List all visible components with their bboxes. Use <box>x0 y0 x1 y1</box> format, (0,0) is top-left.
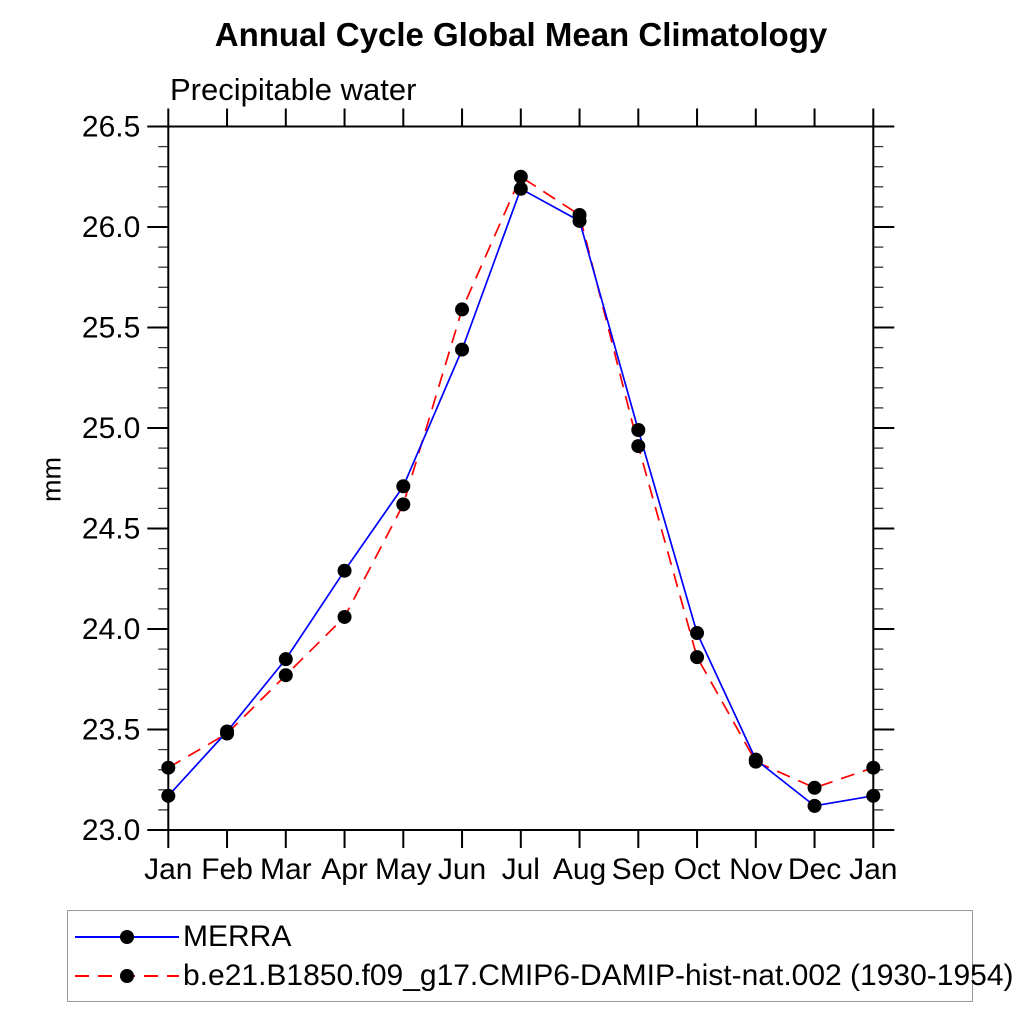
x-axis-tick-label: Mar <box>260 853 312 886</box>
data-point-marker-model <box>807 780 822 795</box>
y-axis-tick-label: 25.0 <box>82 412 140 445</box>
data-point-marker-model <box>220 726 235 741</box>
chart-subtitle: Precipitable water <box>170 72 417 107</box>
x-axis-tick-label: Feb <box>201 853 253 886</box>
x-axis-tick-label: Aug <box>553 853 606 886</box>
data-point-marker-model <box>396 497 411 512</box>
data-point-marker-merra <box>690 626 705 641</box>
data-point-marker-model <box>572 207 587 222</box>
data-point-marker-merra <box>807 798 822 813</box>
model-dashed-line-sample-icon <box>75 968 179 983</box>
data-point-marker-merra <box>866 788 881 803</box>
y-axis-tick-label: 26.5 <box>82 111 140 144</box>
x-axis-tick-label: Jun <box>438 853 486 886</box>
data-point-marker-merra <box>278 652 293 667</box>
data-point-marker-model <box>631 439 646 454</box>
data-point-marker-model <box>455 302 470 317</box>
x-axis-tick-label: Dec <box>788 853 841 886</box>
legend-label-model: b.e21.B1850.f09_g17.CMIP6-DAMIP-hist-nat… <box>183 958 1014 992</box>
legend-row-merra: MERRA <box>73 920 972 954</box>
y-axis-tick-label: 24.5 <box>82 513 140 546</box>
x-axis-tick-label: May <box>375 853 432 886</box>
chart-title: Annual Cycle Global Mean Climatology <box>214 16 828 53</box>
x-axis-tick-label: Apr <box>321 853 368 886</box>
data-point-marker-model <box>690 650 705 665</box>
legend-row-model: b.e21.B1850.f09_g17.CMIP6-DAMIP-hist-nat… <box>73 959 1014 993</box>
data-point-marker-model <box>748 754 763 769</box>
x-axis-tick-label: Sep <box>612 853 665 886</box>
data-point-marker-model <box>513 169 528 184</box>
series-line-merra <box>167 187 874 807</box>
data-point-marker-model <box>866 760 881 775</box>
y-axis-tick-label: 25.5 <box>82 312 140 345</box>
data-point-marker-merra <box>455 342 470 357</box>
merra-line-sample-icon <box>75 929 179 944</box>
data-point-marker-model <box>161 760 176 775</box>
x-axis-tick-label: Nov <box>729 853 782 886</box>
plot-box <box>167 125 875 831</box>
data-point-marker-merra <box>161 788 176 803</box>
data-point-marker-merra <box>396 479 411 494</box>
data-point-marker-merra <box>337 563 352 578</box>
y-axis-tick-label: 24.0 <box>82 613 140 646</box>
legend-label-merra: MERRA <box>183 919 292 953</box>
series-line-model <box>167 175 874 789</box>
y-axis-tick-label: 23.0 <box>82 814 140 847</box>
x-axis-tick-label: Jan <box>849 853 897 886</box>
y-axis-tick-label: 23.5 <box>82 714 140 747</box>
data-point-marker-model <box>278 668 293 683</box>
y-axis-tick-label: 26.0 <box>82 211 140 244</box>
data-point-marker-model <box>337 609 352 624</box>
legend-box: MERRA b.e21.B1850.f09_g17.CMIP6-DAMIP-hi… <box>67 910 1014 1002</box>
x-axis-tick-label: Oct <box>674 853 721 886</box>
data-point-marker-merra <box>513 181 528 196</box>
data-point-marker-merra <box>631 423 646 438</box>
x-axis-tick-label: Jul <box>502 853 540 886</box>
x-axis-tick-label: Jan <box>144 853 192 886</box>
